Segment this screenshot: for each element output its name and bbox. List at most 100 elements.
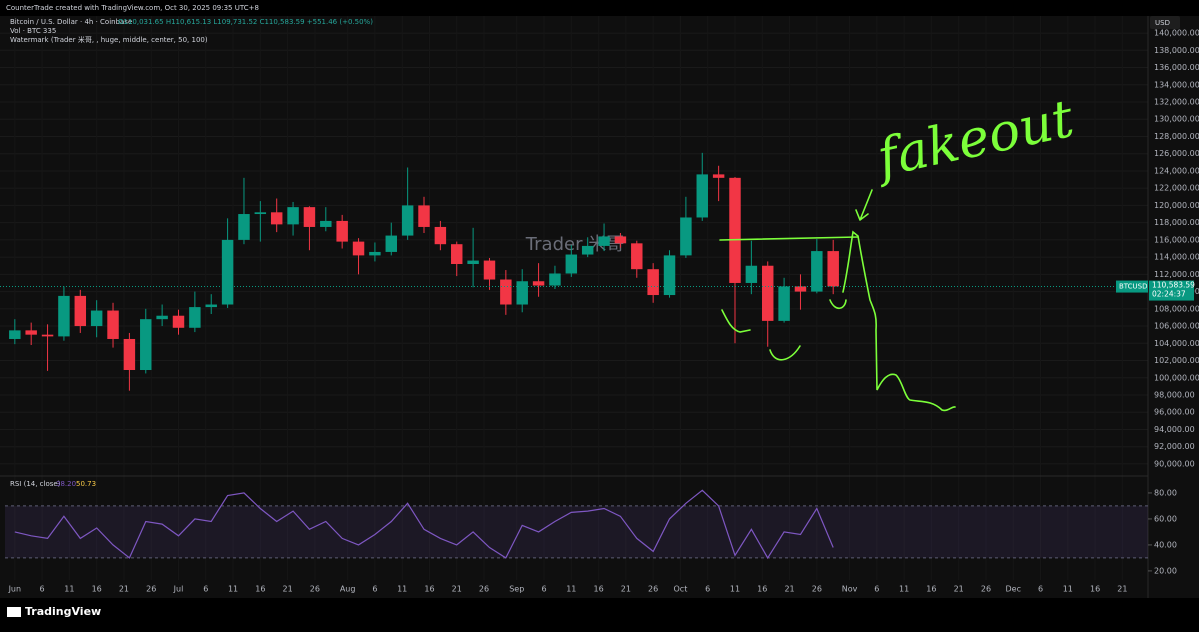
hand-drawing: [719, 189, 956, 412]
candle-body: [254, 212, 267, 215]
candle-body: [434, 226, 447, 245]
candle-body: [647, 269, 659, 296]
x-tick-label: 21: [283, 585, 293, 594]
candle-body: [401, 205, 414, 236]
x-tick-label: 11: [228, 585, 238, 594]
x-tick-label: 21: [119, 585, 129, 594]
x-tick-label: 6: [203, 585, 208, 594]
candle-body: [712, 174, 725, 178]
drawn-path: [842, 230, 956, 412]
candle-body: [631, 243, 643, 270]
footer: [0, 598, 1199, 628]
rsi-readout: 38.20: [56, 480, 76, 488]
grid: [0, 16, 1148, 580]
y-tick-label: 140,000.00: [1154, 29, 1199, 38]
symbol-line: Bitcoin / U.S. Dollar · 4h · Coinbase: [10, 18, 132, 26]
chart-area: [0, 16, 1199, 598]
x-tick-label: Oct: [674, 585, 688, 594]
x-tick-label: 21: [1117, 585, 1127, 594]
y-tick-label: 134,000.00: [1154, 80, 1199, 89]
candle-body: [369, 251, 381, 256]
candle-body: [9, 330, 21, 339]
candle-body: [320, 220, 332, 227]
candle-body: [25, 330, 37, 335]
plot: [0, 152, 1152, 572]
x-tick-label: 21: [784, 585, 794, 594]
brand: TradingView: [25, 605, 101, 618]
y-tick-label: 112,000.00: [1154, 270, 1199, 279]
candle-body: [270, 212, 283, 225]
candle-body: [172, 315, 185, 328]
y-tick-label: 108,000.00: [1154, 304, 1199, 313]
candle-body: [696, 174, 708, 218]
x-tick-label: Aug: [340, 585, 356, 594]
drawn-curve: [721, 309, 751, 333]
rsi-line: [14, 489, 834, 560]
x-tick-label: 6: [372, 585, 377, 594]
candle-body: [221, 239, 234, 305]
symbol-tag: [1116, 280, 1148, 293]
y-tick-label: 132,000.00: [1154, 98, 1199, 107]
price-label: 110,583.59: [1152, 281, 1195, 290]
candle-body: [483, 260, 496, 280]
y-tick-label: 120,000.00: [1154, 201, 1199, 210]
candle-body: [418, 205, 430, 227]
x-tick-label: 26: [146, 585, 156, 594]
candle-body: [107, 310, 119, 339]
y-tick-label: 136,000.00: [1154, 63, 1199, 72]
candle-body: [205, 304, 217, 308]
candle-body: [74, 295, 87, 327]
y-tick-label: 116,000.00: [1154, 235, 1199, 244]
y-tick-label: 114,000.00: [1154, 253, 1199, 262]
x-tick-label: 16: [92, 585, 102, 594]
x-tick-label: 26: [981, 585, 991, 594]
x-tick-label: 6: [1038, 585, 1043, 594]
x-tick-label: 11: [64, 585, 74, 594]
x-tick-label: 21: [621, 585, 631, 594]
candle-body: [778, 286, 790, 321]
candle-body: [189, 307, 201, 328]
y-tick-label: 92,000.00: [1154, 442, 1195, 451]
drawn-resistance: [719, 236, 859, 241]
x-tick-label: 21: [954, 585, 964, 594]
y-tick-label: 106,000.00: [1154, 322, 1199, 331]
y-tick-label: 122,000.00: [1154, 184, 1199, 193]
countdown-label: 02:24:37: [1152, 290, 1186, 299]
candle-body: [745, 265, 758, 283]
candle-body: [811, 251, 823, 292]
y-tick-label: 124,000.00: [1154, 166, 1199, 175]
x-tick-label: 16: [594, 585, 604, 594]
x-tick-label: 26: [479, 585, 489, 594]
vol-line: Vol · BTC 335: [10, 27, 56, 35]
candle-body: [156, 315, 168, 320]
candle-body: [827, 251, 839, 287]
x-tick-label: 16: [255, 585, 265, 594]
y-tick-label: 130,000.00: [1154, 115, 1199, 124]
rsi-tick-label: 80.00: [1154, 488, 1177, 497]
x-tick-label: 11: [566, 585, 576, 594]
drawn-arrow: [855, 189, 873, 221]
x-tick-label: 26: [310, 585, 320, 594]
x-tick-label: 11: [730, 585, 740, 594]
x-tick-label: Jul: [173, 585, 184, 594]
candle-body: [238, 214, 250, 240]
x-tick-label: 6: [40, 585, 45, 594]
y-tick-label: 94,000.00: [1154, 425, 1195, 434]
candle-body: [303, 207, 316, 227]
drawn-curve: [769, 345, 801, 361]
candle-body: [614, 236, 627, 244]
y-tick-label: 102,000.00: [1154, 356, 1199, 365]
ohlc-line: O110,031.65 H110,615.13 L109,731.52 C110…: [118, 18, 373, 26]
candle-body: [451, 244, 463, 265]
x-tick-label: 26: [648, 585, 658, 594]
y-tick-label: 118,000.00: [1154, 218, 1199, 227]
x-tick-label: 21: [452, 585, 462, 594]
x-tick-label: 11: [397, 585, 407, 594]
y-tick-label: 104,000.00: [1154, 339, 1199, 348]
x-tick-label: 16: [1090, 585, 1100, 594]
candle-body: [565, 254, 578, 274]
y-tick-label: 98,000.00: [1154, 390, 1195, 399]
candle-body: [549, 273, 561, 286]
x-tick-label: 11: [899, 585, 909, 594]
watermark-line: Watermark (Trader 米哥, , huge, middle, ce…: [10, 35, 208, 44]
